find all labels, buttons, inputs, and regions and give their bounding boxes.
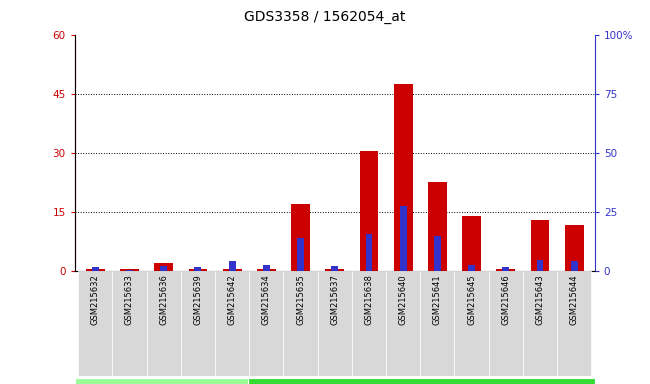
Bar <box>75 378 248 384</box>
Text: GSM215638: GSM215638 <box>365 274 374 325</box>
Text: GSM215633: GSM215633 <box>125 274 134 325</box>
Bar <box>223 269 242 271</box>
Bar <box>365 234 372 271</box>
Bar <box>571 261 578 271</box>
Text: GSM215643: GSM215643 <box>536 274 545 324</box>
Text: GSM215634: GSM215634 <box>262 274 271 324</box>
Text: GSM215646: GSM215646 <box>501 274 510 324</box>
Bar <box>181 271 215 376</box>
Bar <box>421 271 454 376</box>
Bar <box>394 84 413 271</box>
Bar <box>530 220 549 271</box>
Text: GSM215632: GSM215632 <box>91 274 100 324</box>
Bar <box>386 271 421 376</box>
Bar <box>523 271 557 376</box>
Bar <box>462 216 481 271</box>
Bar <box>215 271 249 376</box>
Bar <box>86 269 105 271</box>
Bar <box>188 269 207 271</box>
Bar <box>147 271 181 376</box>
Bar <box>537 260 543 271</box>
Bar <box>326 269 344 271</box>
Text: GSM215642: GSM215642 <box>227 274 237 324</box>
Bar <box>332 266 338 271</box>
Bar <box>291 204 310 271</box>
Text: GSM215644: GSM215644 <box>569 274 578 324</box>
Bar <box>249 271 283 376</box>
Bar <box>194 267 202 271</box>
Text: GDS3358 / 1562054_at: GDS3358 / 1562054_at <box>244 10 406 23</box>
Bar <box>428 182 447 271</box>
Text: GSM215639: GSM215639 <box>194 274 202 324</box>
Bar <box>468 265 475 271</box>
Bar <box>161 266 167 271</box>
Bar <box>565 225 584 271</box>
Bar <box>352 271 386 376</box>
Bar <box>92 267 99 271</box>
Bar <box>297 238 304 271</box>
Text: GSM215635: GSM215635 <box>296 274 305 324</box>
Bar <box>454 271 489 376</box>
Bar <box>283 271 318 376</box>
Text: GSM215640: GSM215640 <box>398 274 408 324</box>
Bar <box>154 263 173 271</box>
Bar <box>229 261 235 271</box>
Bar <box>359 151 378 271</box>
Bar <box>112 271 147 376</box>
Bar <box>489 271 523 376</box>
Bar <box>502 267 509 271</box>
Bar <box>497 269 515 271</box>
Bar <box>78 271 112 376</box>
Bar <box>120 269 139 271</box>
Bar <box>318 271 352 376</box>
Bar <box>126 270 133 271</box>
Text: GSM215645: GSM215645 <box>467 274 476 324</box>
Bar <box>557 271 592 376</box>
Text: GSM215637: GSM215637 <box>330 274 339 325</box>
Bar <box>257 269 276 271</box>
Text: GSM215641: GSM215641 <box>433 274 442 324</box>
Bar <box>248 378 595 384</box>
Bar <box>263 265 270 271</box>
Bar <box>434 237 441 271</box>
Bar <box>400 206 407 271</box>
Text: GSM215636: GSM215636 <box>159 274 168 325</box>
